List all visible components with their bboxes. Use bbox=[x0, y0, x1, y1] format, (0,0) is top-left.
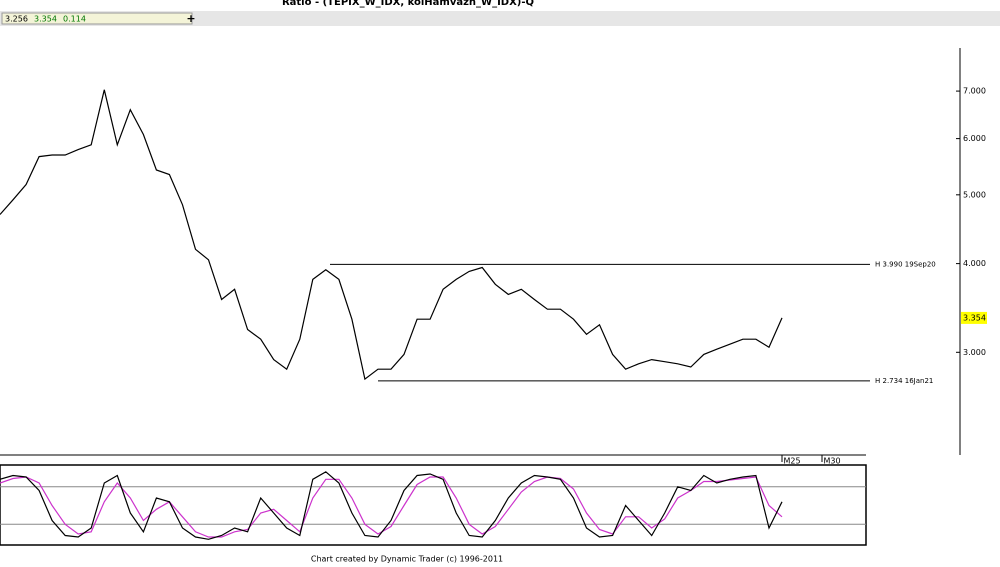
toolbar-button[interactable]: + bbox=[186, 12, 195, 25]
readout-value: 0.114 bbox=[63, 15, 86, 24]
oscillator-line bbox=[0, 471, 783, 540]
x-tick-label: M25 bbox=[783, 457, 800, 466]
y-tick-label: 7.000 bbox=[963, 87, 986, 96]
readout-box bbox=[1, 12, 193, 25]
chart-title: Ratio - (TEPIX_W_IDX, kolHamvazh_W_IDX)-… bbox=[282, 0, 534, 8]
toolbar bbox=[0, 11, 1000, 26]
footer: Chart created by Dynamic Trader (c) 1996… bbox=[311, 555, 503, 564]
level-label: H 2.734 16Jan21 bbox=[875, 377, 933, 385]
y-tick-label: 3.000 bbox=[963, 348, 986, 357]
last-value-box bbox=[961, 311, 987, 324]
last-value-label: 3.354 bbox=[963, 313, 986, 322]
x-tick-label: M30 bbox=[823, 457, 840, 466]
oscillator-panel bbox=[0, 464, 867, 546]
y-tick-label: 5.000 bbox=[963, 190, 986, 199]
readout-value: 3.256 bbox=[5, 15, 28, 24]
price-line bbox=[0, 89, 783, 381]
y-tick-label: 4.000 bbox=[963, 259, 986, 268]
title-bar bbox=[0, 0, 1000, 11]
level-label: H 3.990 19Sep20 bbox=[875, 260, 936, 268]
y-tick-label: 6.000 bbox=[963, 134, 986, 143]
readout-value: 3.354 bbox=[34, 15, 57, 24]
oscillator-line bbox=[0, 476, 783, 538]
